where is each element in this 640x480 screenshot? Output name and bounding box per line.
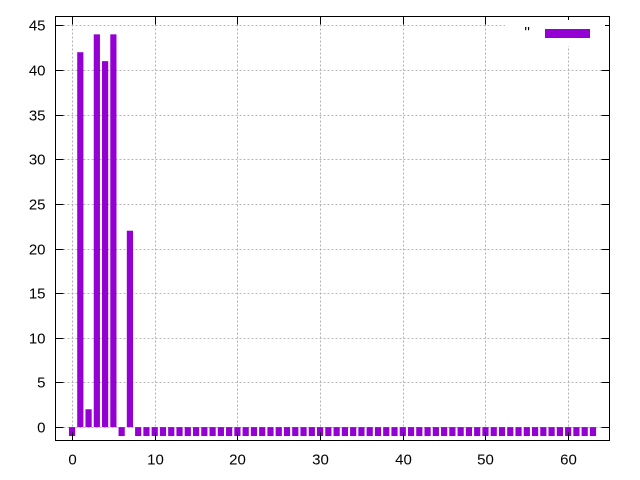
- legend-label: '': [524, 24, 530, 41]
- bar: [85, 409, 92, 428]
- bar: [366, 427, 373, 437]
- bar: [515, 427, 522, 437]
- bar: [556, 427, 563, 437]
- bars: [68, 34, 597, 437]
- bar: [540, 427, 547, 437]
- bar: [581, 427, 588, 437]
- bar: [118, 427, 125, 437]
- bar: [325, 427, 332, 437]
- bar: [383, 427, 390, 437]
- bar: [126, 230, 134, 428]
- bar: [589, 427, 597, 437]
- y-tick-label: 45: [29, 18, 46, 35]
- bar: [283, 427, 291, 437]
- bar: [441, 427, 448, 437]
- bar: [184, 427, 191, 437]
- x-tick-label: 10: [147, 452, 164, 469]
- bar: [341, 427, 348, 437]
- bar: [308, 427, 315, 437]
- y-tick-label: 10: [29, 331, 46, 348]
- bar: [68, 427, 76, 437]
- bar: [226, 427, 233, 437]
- x-tick-label: 50: [477, 452, 494, 469]
- bar: [217, 427, 224, 437]
- bar: [507, 427, 514, 437]
- bar: [465, 427, 473, 437]
- bar: [275, 427, 282, 437]
- legend: '': [505, 20, 605, 46]
- bar: [548, 427, 555, 437]
- bar: [135, 427, 142, 437]
- bar: [565, 427, 572, 437]
- x-tick-label: 40: [395, 452, 412, 469]
- bar: [350, 427, 357, 437]
- bar: [490, 427, 497, 437]
- bar: [176, 427, 183, 437]
- bar: [449, 427, 456, 437]
- bar: [77, 52, 84, 428]
- bar: [374, 427, 382, 437]
- bar: [399, 427, 406, 437]
- x-tick-label: 0: [68, 452, 76, 469]
- x-tick-label: 60: [560, 452, 577, 469]
- bar: [234, 427, 241, 437]
- bar: [573, 427, 580, 437]
- bar: [457, 427, 464, 437]
- y-tick-label: 30: [29, 152, 46, 169]
- bar: [292, 427, 299, 437]
- bar: [523, 427, 530, 437]
- y-tick-label: 0: [37, 420, 45, 437]
- bar: [168, 427, 175, 437]
- bar: [358, 427, 365, 437]
- y-tick-label: 15: [29, 286, 46, 303]
- legend-swatch: [545, 29, 590, 38]
- plot-frame: [55, 16, 610, 441]
- x-tick-label: 20: [229, 452, 246, 469]
- bar: [110, 34, 117, 428]
- x-tick-label: 30: [312, 452, 329, 469]
- bar: [407, 427, 415, 437]
- bar: [498, 427, 506, 437]
- bar: [143, 427, 150, 437]
- y-tick-label: 20: [29, 242, 46, 259]
- bar: [300, 427, 307, 437]
- y-tick-label: 35: [29, 108, 46, 125]
- bar: [267, 427, 274, 437]
- bar: [201, 427, 208, 437]
- bar: [192, 427, 200, 437]
- y-tick-label: 25: [29, 197, 46, 214]
- bar: [102, 61, 109, 428]
- axis-ticks: 0 5 10 15 20 25 30 35 40 45 0 10 20 30 40 50 60: [29, 16, 610, 469]
- grid-lines: [55, 16, 610, 441]
- bar: [151, 427, 158, 437]
- bar: [531, 427, 539, 437]
- bar: [432, 427, 439, 437]
- bar: [317, 427, 324, 437]
- bar: [416, 427, 423, 437]
- bar: [159, 427, 167, 437]
- bar: [474, 427, 481, 437]
- bar: [424, 427, 431, 437]
- bar: [242, 427, 249, 437]
- y-tick-label: 40: [29, 63, 46, 80]
- bar: [250, 427, 258, 437]
- bar: [259, 427, 266, 437]
- bar: [333, 427, 340, 437]
- bar: [391, 427, 398, 437]
- bar: [93, 34, 100, 428]
- bar: [482, 427, 489, 437]
- bar: [209, 427, 216, 437]
- y-tick-label: 5: [37, 375, 45, 392]
